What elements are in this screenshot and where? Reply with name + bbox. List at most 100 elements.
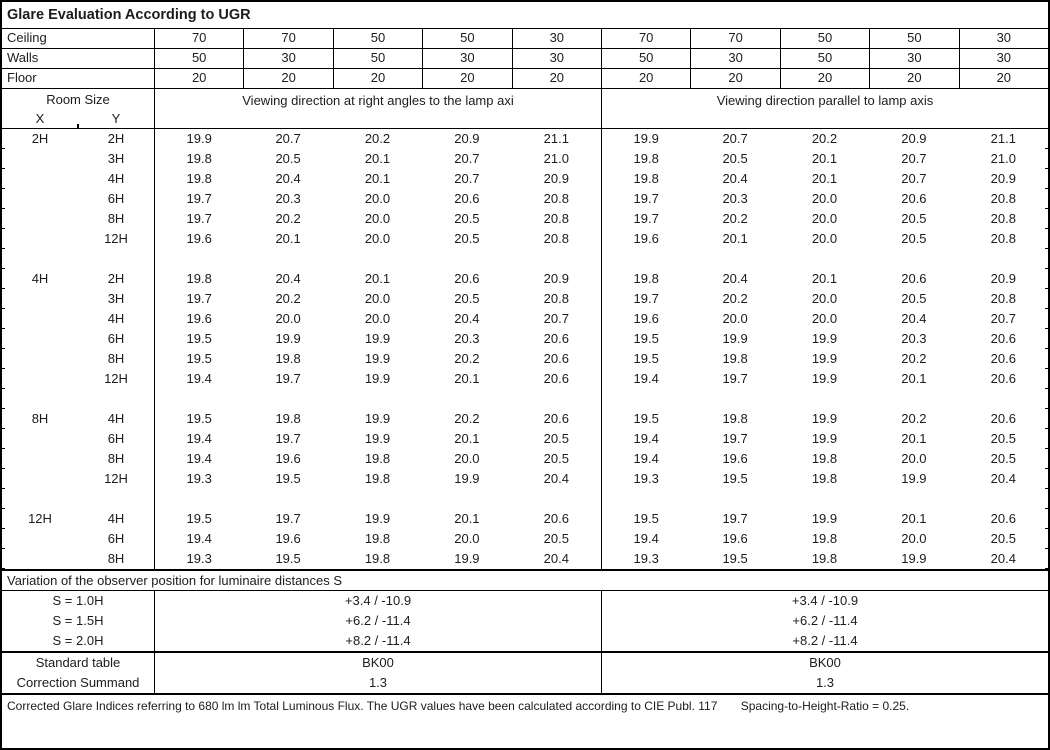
ugr-value-cell: 19.5 [154, 409, 243, 429]
room-y-cell: 4H [107, 171, 125, 186]
ugr-value-cell: 19.8 [811, 531, 838, 546]
room-y-cell: 3H [107, 291, 125, 306]
surface-value-cell: 70 [154, 29, 243, 48]
room-size-label: Room Size [46, 92, 110, 107]
surface-reflectance-rows: Ceiling 70 70 50 50 30 70 70 50 50 30 Walls 50 30 50 30… [2, 29, 1048, 89]
surface-value-cell: 50 [332, 29, 422, 48]
ugr-value-cell: 19.8 [364, 531, 391, 546]
ugr-value-cell: 19.5 [275, 471, 301, 486]
surface-value-cell: 30 [243, 49, 332, 68]
ugr-value-cell: 19.9 [154, 129, 243, 149]
surface-value-cell: 30 [690, 49, 779, 68]
ugr-value-cell: 20.3 [901, 331, 927, 346]
ugr-value-cell: 19.5 [601, 509, 690, 529]
ugr-value-cell [601, 389, 690, 409]
surface-row-label: Ceiling [7, 30, 47, 45]
room-size-header: Room Size X Y [2, 89, 154, 128]
ugr-value-cell: 20.0 [364, 291, 391, 306]
surface-value-cell: 30 [511, 49, 601, 68]
ugr-value-cell: 20.3 [275, 191, 301, 206]
variation-value-left: +6.2 / -11.4 [154, 611, 601, 631]
ugr-value-cell: 20.4 [275, 171, 301, 186]
ugr-value-cell: 20.5 [990, 451, 1016, 466]
ugr-value-cell: 20.1 [811, 271, 838, 286]
ugr-value-cell: 19.9 [275, 331, 301, 346]
ugr-value-cell: 20.6 [990, 331, 1016, 346]
ugr-value-cell: 19.3 [154, 469, 243, 489]
surface-value-cell: 30 [958, 49, 1048, 68]
surface-row: Ceiling 70 70 50 50 30 70 70 50 50 30 [2, 29, 1048, 49]
room-y-cell: 6H [107, 331, 125, 346]
surface-value-cell: 70 [601, 29, 690, 48]
ugr-table-row: 4H 19.6 20.0 20.0 20.4 20.7 19.6 20.0 20.0 20.4 20… [2, 309, 1048, 329]
ugr-value-cell [869, 489, 958, 509]
ugr-value-cell: 19.7 [154, 209, 243, 229]
ugr-value-cell: 19.7 [154, 189, 243, 209]
ugr-value-cell [869, 249, 958, 269]
spacer-row [2, 489, 1048, 509]
ugr-value-cell: 19.6 [275, 451, 301, 466]
ugr-value-cell: 19.6 [601, 229, 690, 249]
ugr-value-cell: 19.6 [722, 531, 748, 546]
ugr-value-cell [512, 249, 601, 269]
ugr-value-cell: 19.8 [154, 149, 243, 169]
room-y-cell: 4H [107, 411, 125, 426]
spacer-row [2, 389, 1048, 409]
ugr-table-row: 8H 19.4 19.6 19.8 20.0 20.5 19.4 19.6 19.8 20.0 20… [2, 449, 1048, 469]
ugr-value-cell: 20.2 [901, 351, 927, 366]
ugr-value-cell: 20.1 [454, 431, 480, 446]
ugr-value-cell [780, 489, 869, 509]
summary-rows: Standard table BK00 BK00 Correction Summand… [2, 651, 1048, 693]
surface-value-cell: 20 [243, 69, 332, 88]
room-y-cell: 6H [107, 431, 125, 446]
room-y-cell: 2H [107, 271, 125, 286]
ugr-value-cell: 19.5 [154, 349, 243, 369]
ugr-value-cell: 19.3 [601, 549, 690, 569]
room-y-cell: 6H [107, 531, 125, 546]
ugr-value-cell: 20.5 [454, 211, 480, 226]
variation-label: S = 2.0H [52, 633, 104, 648]
surface-value-cell: 50 [779, 49, 869, 68]
ugr-value-cell [690, 389, 779, 409]
surface-value-cell: 20 [869, 69, 958, 88]
room-x-cell [2, 389, 78, 409]
ugr-value-cell [690, 489, 779, 509]
ugr-value-cell: 20.9 [901, 131, 927, 146]
ugr-value-cell: 19.8 [364, 551, 391, 566]
ugr-value-cell: 19.8 [275, 351, 301, 366]
surface-value-cell: 50 [601, 49, 690, 68]
ugr-value-cell: 19.5 [601, 409, 690, 429]
ugr-value-cell: 20.7 [454, 171, 480, 186]
ugr-value-cell: 20.5 [901, 231, 927, 246]
room-y-cell [78, 389, 154, 409]
ugr-value-cell: 19.5 [722, 551, 748, 566]
ugr-value-cell: 19.7 [154, 289, 243, 309]
ugr-value-cell: 20.6 [990, 351, 1016, 366]
ugr-value-cell: 20.4 [990, 471, 1016, 486]
ugr-value-cell: 20.6 [901, 271, 927, 286]
ugr-value-cell: 21.1 [543, 131, 569, 146]
ugr-value-cell: 20.4 [543, 551, 569, 566]
ugr-value-cell: 20.5 [543, 531, 569, 546]
ugr-value-cell: 19.9 [601, 129, 690, 149]
ugr-value-cell: 19.4 [154, 429, 243, 449]
ugr-table-row: 12H 19.6 20.1 20.0 20.5 20.8 19.6 20.1 20.0 20.5 2… [2, 229, 1048, 249]
room-x-cell [2, 369, 78, 389]
ugr-value-cell: 19.8 [275, 411, 301, 426]
ugr-value-cell: 20.4 [722, 171, 748, 186]
ugr-value-cell [243, 489, 332, 509]
ugr-table-row: 2H 2H 19.9 20.7 20.2 20.9 21.1 19.9 20.7 20.2 20.9… [2, 129, 1048, 149]
variation-row: S = 2.0H +8.2 / -11.4 +8.2 / -11.4 [2, 631, 1048, 651]
ugr-value-cell: 20.8 [543, 191, 569, 206]
surface-value-cell: 30 [958, 29, 1048, 48]
surface-value-cell: 30 [422, 49, 511, 68]
ugr-value-cell: 19.9 [364, 511, 391, 526]
ugr-table-row: 8H 4H 19.5 19.8 19.9 20.2 20.6 19.5 19.8 19.9 20.2… [2, 409, 1048, 429]
surface-value-cell: 20 [332, 69, 422, 88]
ugr-value-cell [154, 489, 243, 509]
room-y-cell [78, 249, 154, 269]
surface-value-cell: 30 [869, 49, 958, 68]
ugr-value-cell: 19.9 [901, 471, 927, 486]
ugr-value-cell: 19.9 [722, 331, 748, 346]
